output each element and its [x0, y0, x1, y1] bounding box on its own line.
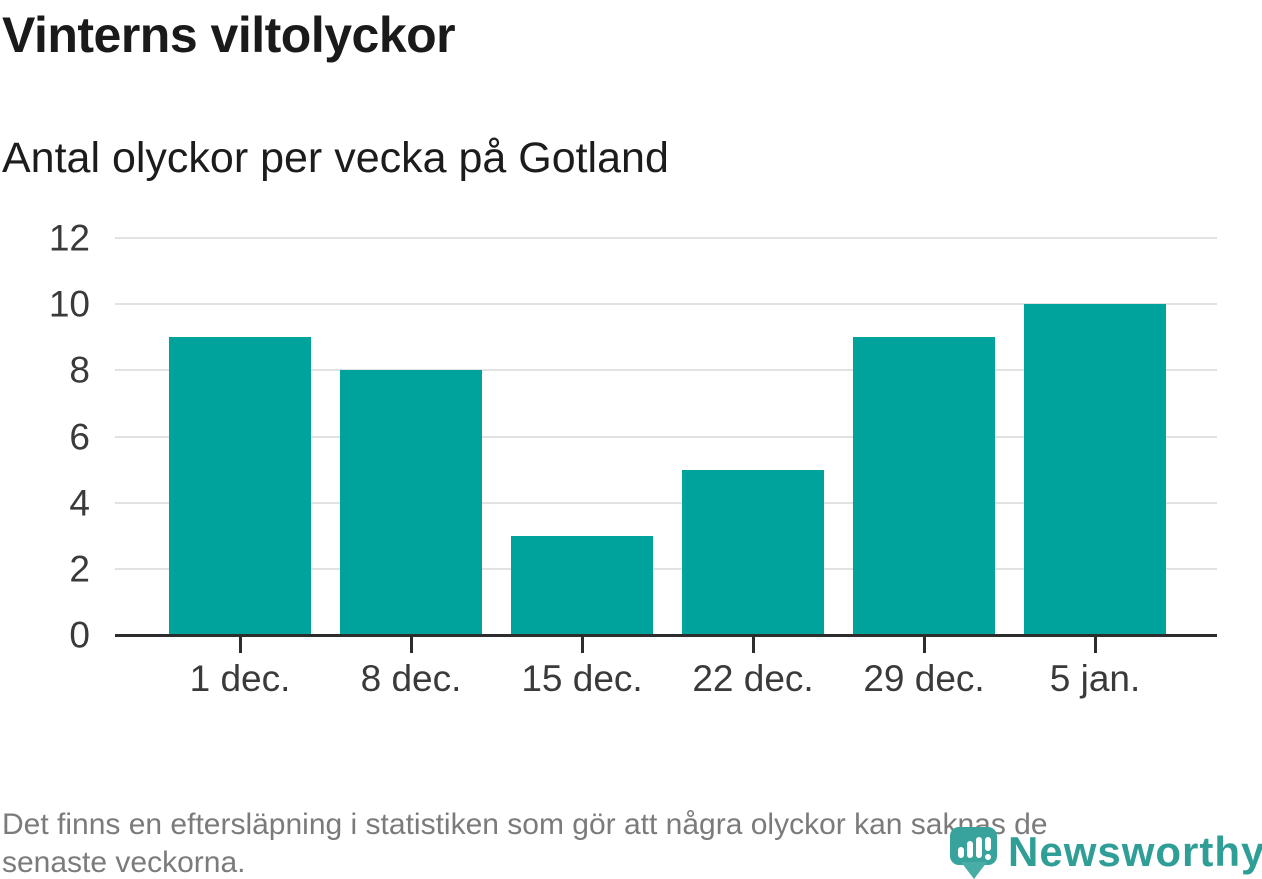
footnote: Det finns en eftersläpning i statistiken… — [2, 806, 1254, 879]
y-tick-label: 0 — [69, 614, 90, 656]
gridline-y2 — [115, 567, 1217, 570]
y-axis: 0 2 4 6 8 10 12 — [0, 220, 90, 654]
x-axis-line — [115, 634, 1217, 637]
x-tick-label: 29 dec. — [863, 658, 985, 699]
x-tick-label: 1 dec. — [189, 658, 291, 699]
logo-chart-bar — [958, 847, 964, 858]
x-tick-mark — [409, 637, 413, 653]
logo-chart-bar — [967, 841, 973, 858]
footnote-line-1: Det finns en eftersläpning i statistiken… — [2, 808, 1048, 841]
bar-29dec — [853, 337, 995, 635]
logo-chart-bar — [976, 837, 982, 858]
x-axis: 1 dec. 8 dec. 15 dec. 22 dec. 29 dec. 5 jan. — [115, 637, 1217, 707]
gridline-y6 — [115, 435, 1217, 438]
bar-5jan — [1024, 304, 1166, 635]
x-tick-label: 8 dec. — [360, 658, 462, 699]
bar-22dec — [682, 469, 824, 635]
x-tick-label: 5 jan. — [1049, 658, 1141, 699]
bar-15dec — [511, 535, 653, 635]
logo-pin-tail — [961, 862, 987, 879]
y-tick-label: 8 — [69, 349, 90, 391]
chart-title: Vinterns viltolyckor — [2, 7, 456, 63]
gridline-y8 — [115, 369, 1217, 372]
logo-exclamation-dot — [985, 854, 991, 860]
logo-exclamation-bar — [985, 837, 991, 851]
bar-8dec — [340, 370, 482, 635]
newsworthy-pin-barchart-icon — [950, 825, 998, 879]
gridline-y4 — [115, 501, 1217, 504]
bar-1dec — [169, 337, 311, 635]
x-tick-label: 15 dec. — [521, 658, 643, 699]
gridline-y10 — [115, 303, 1217, 306]
x-tick-mark — [922, 637, 926, 653]
brand-wordmark: Newsworthy — [1008, 828, 1262, 875]
y-tick-label: 2 — [69, 548, 90, 590]
newsworthy-logo: Newsworthy — [950, 825, 1262, 879]
y-tick-label: 4 — [69, 482, 90, 524]
x-tick-mark — [751, 637, 755, 653]
x-tick-label: 22 dec. — [692, 658, 814, 699]
gridline-y12 — [115, 237, 1217, 239]
y-tick-label: 6 — [69, 416, 90, 457]
plot-area — [115, 237, 1217, 635]
footnote-line-2: senaste veckorna. — [2, 846, 246, 879]
chart-subtitle: Antal olyckor per vecka på Gotland — [2, 134, 669, 182]
x-tick-mark — [238, 637, 242, 653]
x-tick-mark — [1093, 637, 1097, 653]
y-tick-label: 10 — [48, 283, 90, 325]
y-tick-label: 12 — [48, 217, 90, 259]
x-tick-mark — [580, 637, 584, 653]
